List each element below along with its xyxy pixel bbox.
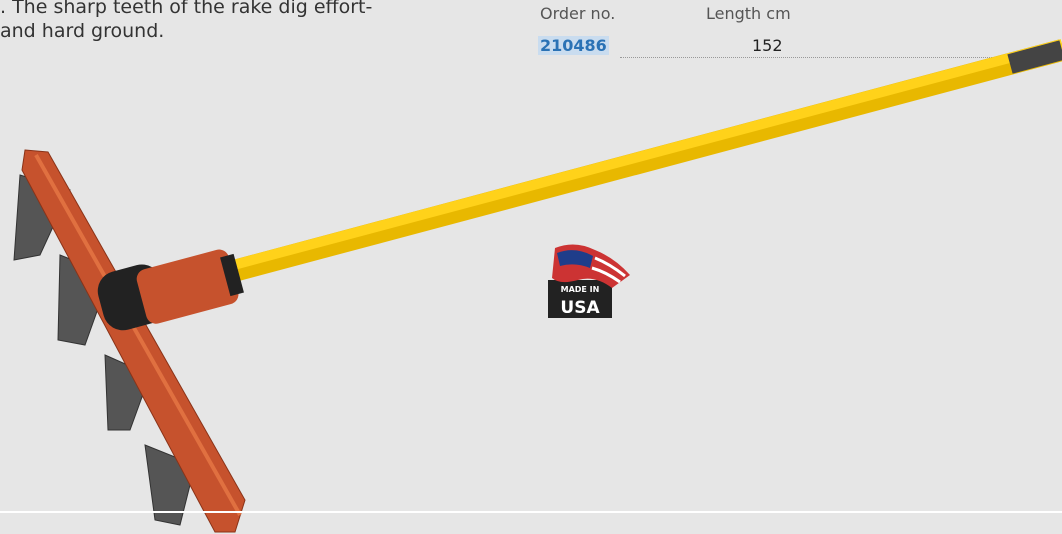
rake-illustration: MADE IN USA [0, 0, 1062, 534]
badge-text: USA [560, 298, 600, 318]
divider [0, 511, 1062, 513]
badge-text: MADE IN [561, 285, 600, 294]
page: . The sharp teeth of the rake dig effort… [0, 0, 1062, 534]
made-in-usa-badge: MADE IN USA [548, 244, 630, 318]
